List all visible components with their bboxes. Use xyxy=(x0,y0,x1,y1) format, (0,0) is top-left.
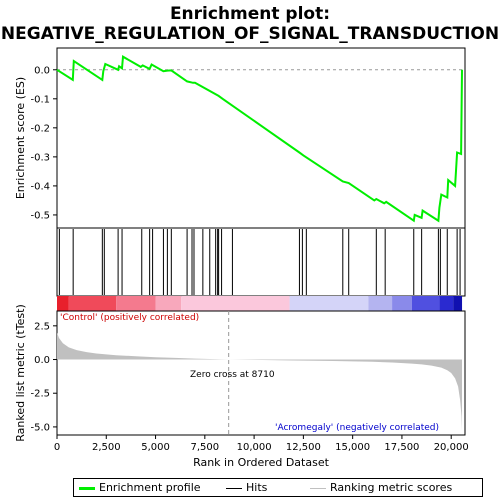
es-y-tick-label: -0.5 xyxy=(30,210,50,221)
color-bar-segment xyxy=(289,296,369,311)
chart-title-line2: NEGATIVE_REGULATION_OF_SIGNAL_TRANSDUCTI… xyxy=(1,24,499,44)
color-bar-segment xyxy=(68,296,117,311)
es-y-tick-label: -0.4 xyxy=(30,181,50,192)
color-bar-segment xyxy=(368,296,393,311)
es-y-tick-label: -0.2 xyxy=(30,123,50,134)
x-tick-label: 15,000 xyxy=(335,442,370,453)
es-panel-frame xyxy=(56,47,466,229)
es-y-ticks: 0.0 -0.1 -0.2 -0.3 -0.4 -0.5 xyxy=(30,65,57,221)
legend-swatch-metric xyxy=(310,488,326,489)
color-bar-segment xyxy=(155,296,182,311)
x-axis-label: Rank in Ordered Dataset xyxy=(193,456,330,469)
legend-label-enrichment: Enrichment profile xyxy=(99,481,201,494)
enrichment-profile-line xyxy=(56,55,463,223)
x-tick-label: 17,500 xyxy=(384,442,419,453)
x-tick-label: 10,000 xyxy=(237,442,272,453)
metric-y-tick-label: 0.0 xyxy=(34,355,50,366)
x-tick-label: 2,500 xyxy=(92,442,121,453)
es-y-tick-label: -0.1 xyxy=(30,94,50,105)
color-bar-segment xyxy=(453,296,463,311)
metric-panel-frame xyxy=(56,310,466,436)
x-tick-label: 20,000 xyxy=(434,442,469,453)
hits-panel-frame xyxy=(56,227,466,297)
positive-correlation-label: 'Control' (positively correlated) xyxy=(60,313,199,323)
es-y-tick-label: 0.0 xyxy=(34,65,50,76)
color-bar-segment xyxy=(392,296,412,311)
color-bar-segment xyxy=(411,296,440,311)
zero-cross-label: Zero cross at 8710 xyxy=(190,370,275,380)
metric-y-axis-label: Ranked list metric (tTest) xyxy=(14,304,27,441)
x-ticks: 0 2,500 5,000 7,500 10,000 12,500 15,000 17,500… xyxy=(54,435,469,453)
metric-y-tick-label: 2.5 xyxy=(34,321,50,332)
legend-label-metric: Ranking metric scores xyxy=(330,481,453,494)
negative-correlation-label: 'Acromegaly' (negatively correlated) xyxy=(275,423,439,433)
metric-y-tick-label: -5.0 xyxy=(30,422,50,433)
chart-title-line1: Enrichment plot: xyxy=(170,4,330,24)
es-y-tick-label: -0.3 xyxy=(30,152,50,163)
color-bar-segment xyxy=(57,296,69,311)
legend-swatch-enrichment xyxy=(79,487,95,490)
hit-markers xyxy=(58,229,461,295)
x-tick-label: 5,000 xyxy=(141,442,170,453)
legend-swatch-hits xyxy=(226,488,242,489)
es-y-axis-label: Enrichment score (ES) xyxy=(14,77,27,199)
legend: Enrichment profile Hits Ranking metric s… xyxy=(73,478,483,497)
x-tick-label: 12,500 xyxy=(286,442,321,453)
color-bar-segment xyxy=(181,296,290,311)
x-tick-label: 7,500 xyxy=(191,442,220,453)
x-tick-label: 0 xyxy=(54,442,60,453)
ranking-color-bar xyxy=(57,296,463,311)
legend-label-hits: Hits xyxy=(246,481,268,494)
color-bar-segment xyxy=(116,296,156,311)
metric-y-tick-label: -2.5 xyxy=(30,389,50,400)
metric-y-ticks: 2.5 0.0 -2.5 -5.0 xyxy=(30,321,57,433)
color-bar-segment xyxy=(439,296,454,311)
